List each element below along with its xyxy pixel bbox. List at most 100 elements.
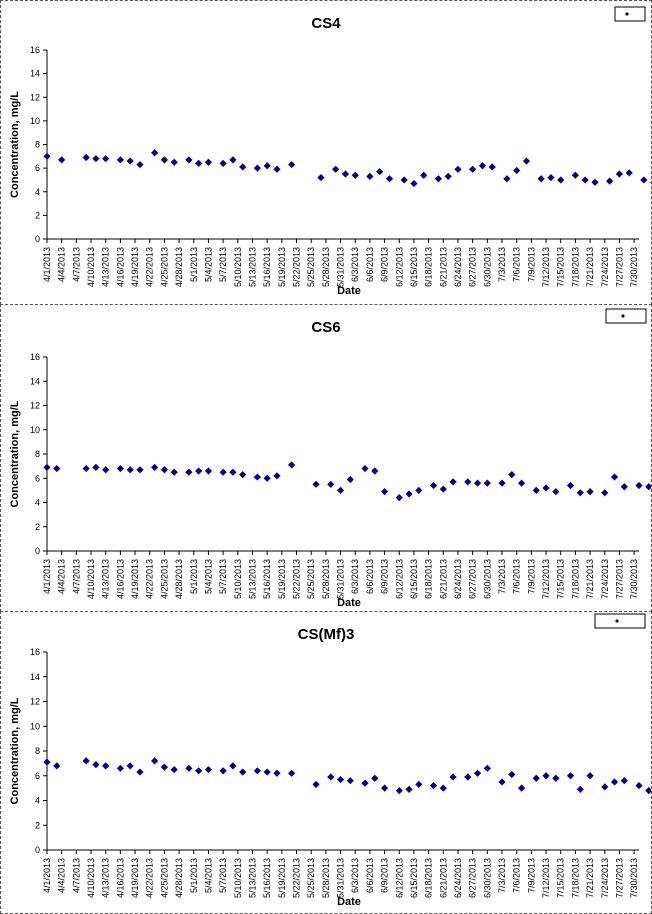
data-point bbox=[204, 158, 213, 166]
data-point bbox=[454, 165, 462, 173]
data-point bbox=[43, 152, 51, 160]
data-point bbox=[219, 767, 227, 775]
data-point bbox=[557, 176, 565, 184]
x-tick-label: 7/15/2013 bbox=[556, 858, 566, 898]
x-tick-label: 7/30/2013 bbox=[629, 858, 639, 898]
x-tick-label: 6/9/2013 bbox=[380, 559, 390, 594]
data-point bbox=[542, 772, 550, 780]
data-point bbox=[473, 479, 482, 487]
x-tick-label: 6/21/2013 bbox=[438, 858, 448, 898]
data-point bbox=[508, 471, 516, 479]
data-point bbox=[341, 170, 350, 178]
data-point bbox=[351, 171, 359, 179]
data-point bbox=[116, 156, 124, 164]
x-axis-label: Date bbox=[337, 896, 361, 908]
x-tick-label: 7/12/2013 bbox=[541, 858, 551, 898]
data-point bbox=[498, 479, 506, 487]
data-point bbox=[273, 472, 281, 480]
x-tick-label: 6/12/2013 bbox=[394, 858, 404, 898]
x-tick-label: 7/3/2013 bbox=[497, 247, 507, 282]
data-point bbox=[204, 765, 213, 774]
x-tick-label: 5/28/2013 bbox=[321, 247, 331, 287]
data-point bbox=[160, 466, 169, 474]
y-tick-label: 0 bbox=[35, 845, 40, 855]
data-point bbox=[126, 157, 134, 165]
data-point bbox=[102, 762, 110, 770]
x-tick-label: 6/27/2013 bbox=[468, 247, 478, 287]
legend-box bbox=[614, 6, 646, 22]
x-tick-label: 5/1/2013 bbox=[189, 858, 199, 893]
data-point bbox=[610, 778, 619, 786]
data-point bbox=[395, 787, 403, 795]
data-point bbox=[576, 489, 584, 497]
chart-panel-csmf3: CS(Mf)3 0 2 4 6 8 10 12 14 16 4/1/2013 4/4/2013 4/7/… bbox=[0, 611, 652, 914]
data-point bbox=[58, 156, 66, 164]
data-point bbox=[620, 483, 628, 491]
data-point bbox=[395, 494, 403, 502]
data-point bbox=[53, 464, 61, 473]
data-point bbox=[483, 479, 491, 487]
data-point bbox=[532, 774, 540, 782]
y-tick-label: 14 bbox=[30, 672, 40, 682]
x-tick-label: 5/19/2013 bbox=[277, 858, 287, 898]
data-point bbox=[478, 162, 487, 170]
y-tick-label: 2 bbox=[35, 210, 40, 220]
legend bbox=[605, 308, 647, 324]
x-tick-label: 6/18/2013 bbox=[424, 247, 434, 287]
data-point bbox=[317, 173, 325, 182]
x-tick-label: 7/18/2013 bbox=[570, 559, 580, 599]
data-point bbox=[498, 778, 506, 786]
y-axis-label: Concentration, mg/L bbox=[9, 400, 21, 507]
legend-marker bbox=[615, 619, 619, 623]
x-tick-label: 7/24/2013 bbox=[600, 559, 610, 599]
data-point bbox=[170, 158, 178, 166]
data-point bbox=[273, 165, 281, 173]
data-point bbox=[610, 473, 619, 481]
y-tick-label: 16 bbox=[30, 45, 40, 55]
x-tick-label: 4/28/2013 bbox=[174, 247, 184, 287]
data-point bbox=[415, 780, 423, 789]
y-tick-label: 12 bbox=[30, 401, 40, 411]
x-tick-label: 5/13/2013 bbox=[247, 858, 257, 898]
x-tick-label: 5/16/2013 bbox=[262, 858, 272, 898]
y-tick-label: 4 bbox=[35, 498, 40, 508]
x-tick-label: 6/9/2013 bbox=[380, 858, 390, 893]
x-tick-label: 4/4/2013 bbox=[57, 858, 67, 893]
data-point bbox=[116, 464, 124, 473]
legend bbox=[594, 613, 646, 629]
x-tick-label: 7/21/2013 bbox=[585, 559, 595, 599]
x-tick-label: 5/16/2013 bbox=[262, 559, 272, 599]
x-tick-label: 4/1/2013 bbox=[42, 559, 52, 594]
x-tick-label: 6/3/2013 bbox=[350, 559, 360, 594]
x-tick-label: 5/19/2013 bbox=[277, 247, 287, 287]
data-point bbox=[410, 179, 418, 188]
data-point bbox=[483, 764, 491, 772]
data-point bbox=[586, 772, 594, 780]
data-point bbox=[552, 487, 560, 496]
data-point bbox=[82, 153, 90, 162]
legend-marker bbox=[625, 12, 629, 16]
x-tick-label: 4/4/2013 bbox=[57, 247, 67, 282]
chart-title: CS4 bbox=[311, 15, 341, 32]
data-point bbox=[195, 467, 203, 475]
data-point bbox=[464, 773, 472, 781]
x-tick-label: 4/28/2013 bbox=[174, 858, 184, 898]
y-tick-label: 8 bbox=[35, 746, 40, 756]
legend-box bbox=[594, 613, 646, 629]
data-point bbox=[380, 784, 389, 792]
legend-marker bbox=[621, 314, 625, 318]
data-point bbox=[591, 178, 599, 186]
x-tick-label: 6/3/2013 bbox=[350, 858, 360, 893]
chart-title: CS(Mf)3 bbox=[298, 626, 355, 643]
x-tick-label: 7/12/2013 bbox=[541, 247, 551, 287]
data-point bbox=[327, 773, 335, 781]
y-tick-label: 6 bbox=[35, 771, 40, 781]
data-point bbox=[508, 770, 516, 779]
data-point bbox=[229, 156, 237, 164]
data-point bbox=[449, 773, 457, 781]
data-point bbox=[170, 468, 178, 476]
data-point bbox=[415, 486, 423, 494]
data-point bbox=[517, 479, 526, 487]
data-point bbox=[253, 164, 261, 172]
x-tick-label: 6/12/2013 bbox=[394, 559, 404, 599]
